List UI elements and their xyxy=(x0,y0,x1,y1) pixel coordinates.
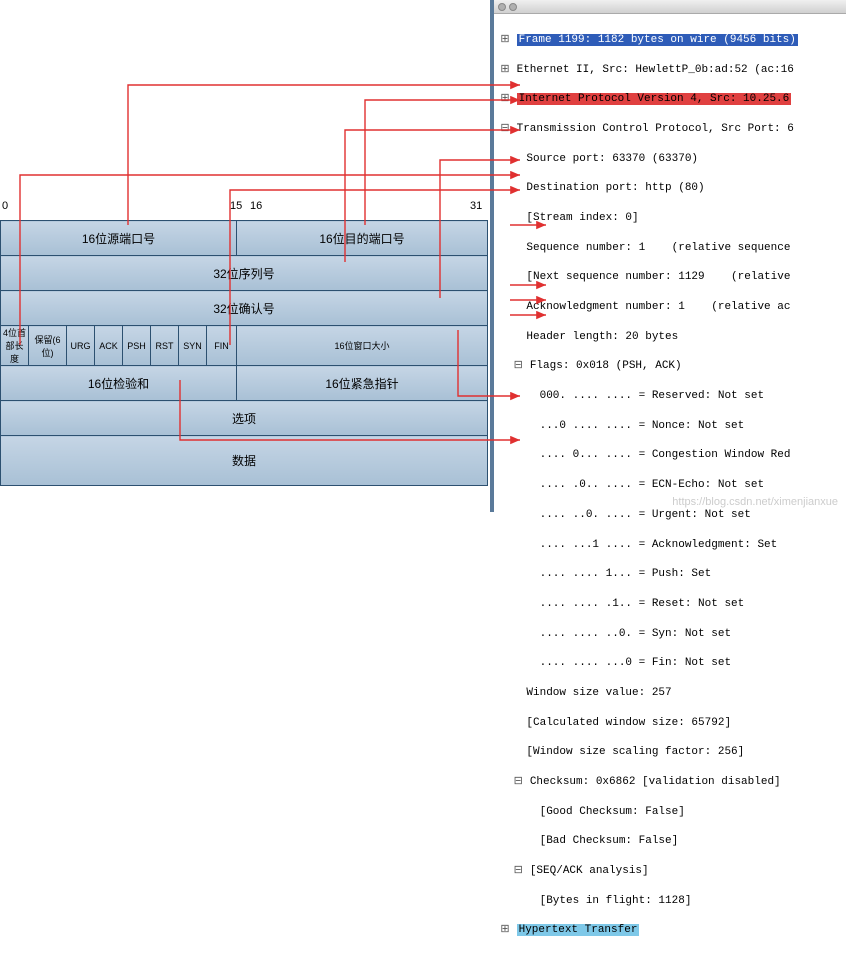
flag-ack[interactable]: .... ...1 .... = Acknowledgment: Set xyxy=(540,539,778,551)
cell-urg: URG xyxy=(67,326,95,366)
win-dot-icon xyxy=(498,3,506,11)
expand-icon[interactable]: ⊞ xyxy=(500,33,510,48)
dstport-line[interactable]: Destination port: http (80) xyxy=(526,182,704,194)
axis-15: 15 xyxy=(230,200,242,212)
flag-fin[interactable]: .... .... ...0 = Fin: Not set xyxy=(540,657,731,669)
watermark: https://blog.csdn.net/ximenjianxue xyxy=(672,496,838,508)
flag-cwr[interactable]: .... 0... .... = Congestion Window Red xyxy=(540,449,791,461)
cell-dst-port: 16位目的端口号 xyxy=(237,221,488,256)
flag-ecn[interactable]: .... .0.. .... = ECN-Echo: Not set xyxy=(540,479,764,491)
hlen-line[interactable]: Header length: 20 bytes xyxy=(526,331,678,343)
tcp-header-table: 16位源端口号 16位目的端口号 32位序列号 32位确认号 4位首部长度 保留… xyxy=(0,220,488,486)
bcs-line[interactable]: [Bad Checksum: False] xyxy=(540,835,679,847)
window-title-bar xyxy=(494,0,846,14)
cell-seq: 32位序列号 xyxy=(1,256,488,291)
axis-31: 31 xyxy=(470,200,482,212)
wireshark-panel: ⊞ Frame 1199: 1182 bytes on wire (9456 b… xyxy=(490,0,846,512)
cell-resv: 保留(6位) xyxy=(29,326,67,366)
cell-syn: SYN xyxy=(179,326,207,366)
ip-line[interactable]: Internet Protocol Version 4, Src: 10.25.… xyxy=(517,93,792,105)
cell-src-port: 16位源端口号 xyxy=(1,221,237,256)
cell-csum: 16位检验和 xyxy=(1,366,237,401)
cell-hlen: 4位首部长度 xyxy=(1,326,29,366)
cwin-line[interactable]: [Calculated window size: 65792] xyxy=(526,717,731,729)
cell-data: 数据 xyxy=(1,436,488,486)
flag-res[interactable]: 000. .... .... = Reserved: Not set xyxy=(540,390,764,402)
collapse-icon[interactable]: ⊟ xyxy=(513,359,523,374)
cell-psh: PSH xyxy=(123,326,151,366)
frame-line[interactable]: Frame 1199: 1182 bytes on wire (9456 bit… xyxy=(517,34,798,46)
axis-0: 0 xyxy=(2,200,8,212)
axis-16: 16 xyxy=(250,200,262,212)
collapse-icon[interactable]: ⊟ xyxy=(513,864,523,879)
expand-icon[interactable]: ⊞ xyxy=(500,923,510,938)
collapse-icon[interactable]: ⊟ xyxy=(513,775,523,790)
cell-fin: FIN xyxy=(207,326,237,366)
flag-non[interactable]: ...0 .... .... = Nonce: Not set xyxy=(540,420,745,432)
cell-opt: 选项 xyxy=(1,401,488,436)
tcp-line[interactable]: Transmission Control Protocol, Src Port:… xyxy=(517,123,794,135)
tcp-header-diagram: 0 15 16 31 16位源端口号 16位目的端口号 32位序列号 32位确认… xyxy=(0,0,490,512)
cell-ack: 32位确认号 xyxy=(1,291,488,326)
ackn-line[interactable]: Acknowledgment number: 1 (relative ac xyxy=(526,301,790,313)
cell-rst: RST xyxy=(151,326,179,366)
flags-line[interactable]: Flags: 0x018 (PSH, ACK) xyxy=(530,360,682,372)
flag-urg[interactable]: .... ..0. .... = Urgent: Not set xyxy=(540,509,751,521)
wsf-line[interactable]: [Window size scaling factor: 256] xyxy=(526,746,744,758)
eth-line[interactable]: Ethernet II, Src: HewlettP_0b:ad:52 (ac:… xyxy=(517,64,794,76)
cell-uptr: 16位紧急指针 xyxy=(237,366,488,401)
flag-syn[interactable]: .... .... ..0. = Syn: Not set xyxy=(540,628,731,640)
expand-icon[interactable]: ⊞ xyxy=(500,63,510,78)
bif-line[interactable]: [Bytes in flight: 1128] xyxy=(540,895,692,907)
flag-rst[interactable]: .... .... .1.. = Reset: Not set xyxy=(540,598,745,610)
cell-ackf: ACK xyxy=(95,326,123,366)
win-line[interactable]: Window size value: 257 xyxy=(526,687,671,699)
nseq-line[interactable]: [Next sequence number: 1129 (relative xyxy=(526,271,790,283)
stream-line[interactable]: [Stream index: 0] xyxy=(526,212,638,224)
srcport-line[interactable]: Source port: 63370 (63370) xyxy=(526,153,698,165)
flag-psh[interactable]: .... .... 1... = Push: Set xyxy=(540,568,712,580)
collapse-icon[interactable]: ⊟ xyxy=(500,122,510,137)
seqack-line[interactable]: [SEQ/ACK analysis] xyxy=(530,865,649,877)
expand-icon[interactable]: ⊞ xyxy=(500,92,510,107)
packet-details[interactable]: ⊞ Frame 1199: 1182 bytes on wire (9456 b… xyxy=(494,14,846,972)
http-line[interactable]: Hypertext Transfer xyxy=(517,924,640,936)
gcs-line[interactable]: [Good Checksum: False] xyxy=(540,806,685,818)
win-dot-icon xyxy=(509,3,517,11)
cell-win: 16位窗口大小 xyxy=(237,326,488,366)
csum-line[interactable]: Checksum: 0x6862 [validation disabled] xyxy=(530,776,781,788)
seq-line[interactable]: Sequence number: 1 (relative sequence xyxy=(526,242,790,254)
